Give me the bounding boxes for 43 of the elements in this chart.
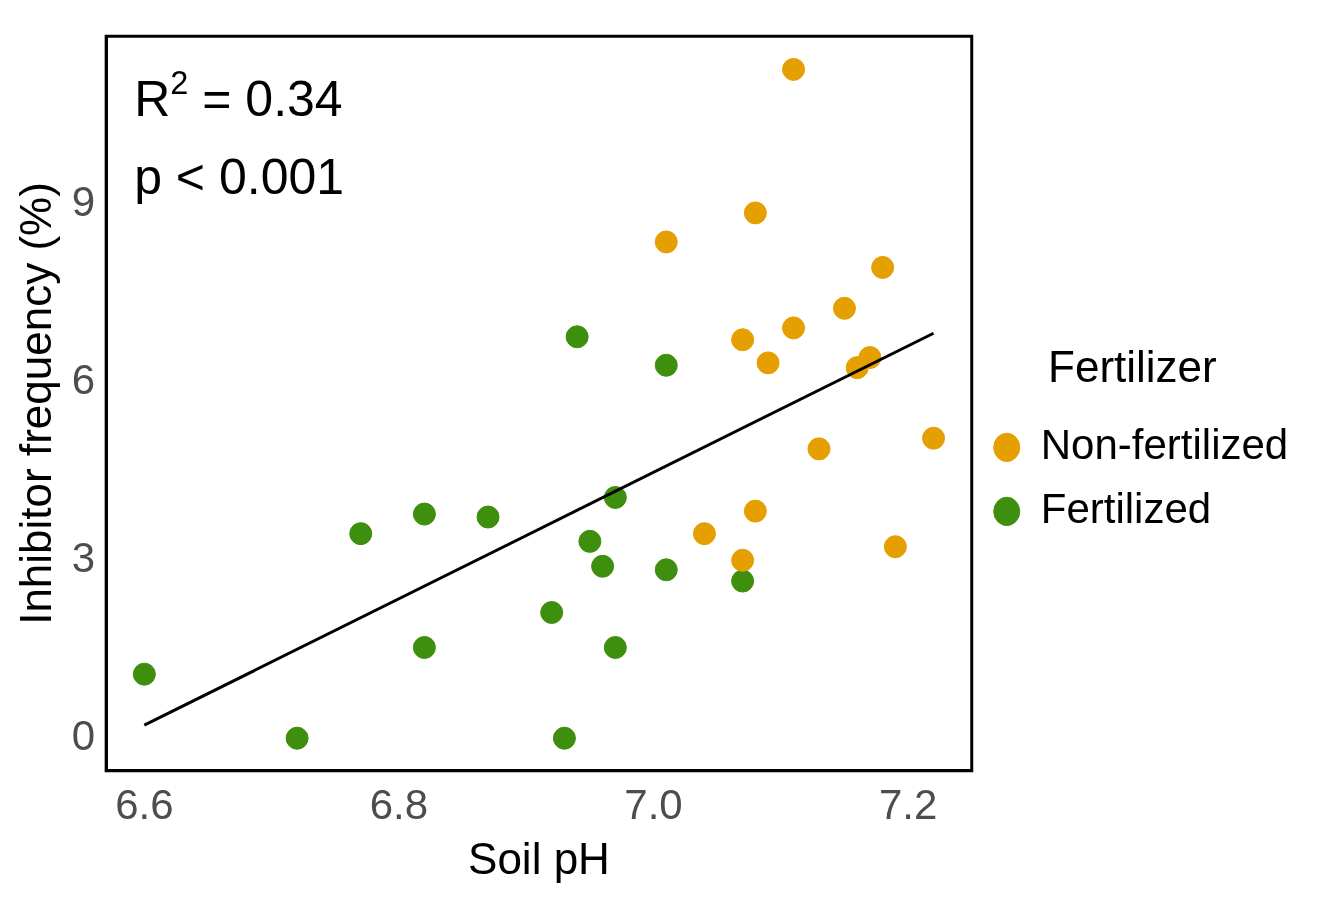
point <box>756 351 780 375</box>
point <box>349 522 373 546</box>
point <box>883 535 907 559</box>
x-tick-label: 6.6 <box>115 780 174 828</box>
point <box>412 635 436 659</box>
point <box>731 569 755 593</box>
point <box>871 255 895 279</box>
point <box>603 635 627 659</box>
point <box>692 522 716 546</box>
y-tick-label: 0 <box>71 711 96 759</box>
point <box>731 548 755 572</box>
point <box>591 554 615 578</box>
point <box>578 529 602 553</box>
legend-title: Fertilizer <box>1048 341 1217 391</box>
point <box>654 230 678 254</box>
point <box>731 328 755 352</box>
point <box>832 296 856 320</box>
legend-label: Fertilized <box>1040 484 1212 532</box>
point <box>565 325 589 349</box>
y-tick-label: 6 <box>71 356 96 404</box>
y-tick-label: 3 <box>71 533 96 581</box>
point <box>807 437 831 461</box>
x-tick-label: 7.2 <box>878 780 938 828</box>
point <box>782 316 806 340</box>
point <box>782 57 806 81</box>
y-axis-title: Inhibitor frequency (%) <box>10 182 60 625</box>
annotation: p < 0.001 <box>134 149 345 206</box>
point <box>476 505 500 529</box>
legend-label: Non-fertilized <box>1040 420 1289 468</box>
y-tick-label: 9 <box>71 178 96 226</box>
x-tick-label: 6.8 <box>369 780 429 828</box>
point <box>922 426 946 450</box>
x-tick-label: 7.0 <box>624 780 683 828</box>
x-axis-title: Soil pH <box>468 833 610 883</box>
point <box>285 726 309 750</box>
point <box>552 726 576 750</box>
point <box>743 201 767 225</box>
point <box>654 353 678 377</box>
point <box>132 662 156 686</box>
point <box>412 502 436 526</box>
point <box>743 499 767 523</box>
point <box>654 558 678 582</box>
point <box>540 601 564 624</box>
